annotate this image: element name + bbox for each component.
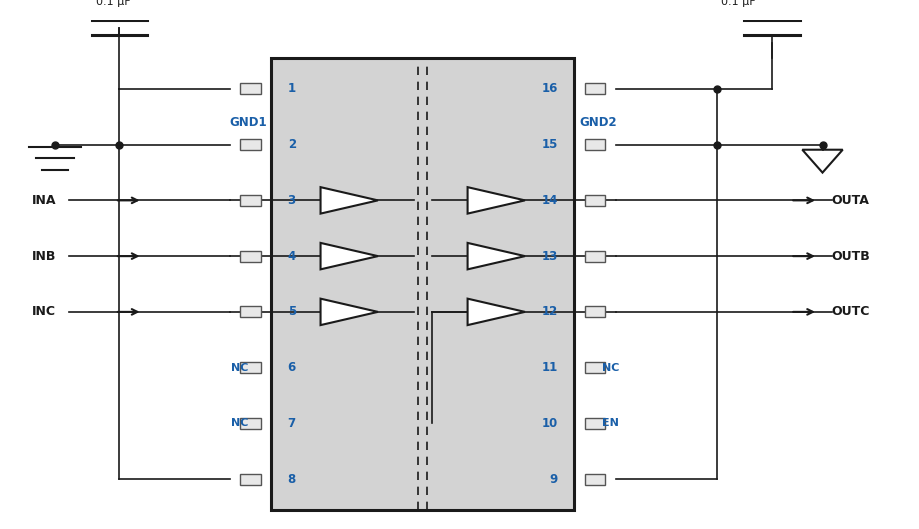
Text: 7: 7 [288,417,296,430]
Text: 10: 10 [541,417,558,430]
Text: 13: 13 [541,250,558,262]
Bar [584,139,605,150]
Polygon shape [468,299,525,325]
Text: GND1: GND1 [229,116,267,130]
Text: OUTC: OUTC [832,305,870,318]
Bar [584,251,605,262]
Text: INB: INB [32,250,57,262]
Text: EN: EN [602,418,618,428]
Polygon shape [321,299,378,325]
Polygon shape [321,243,378,269]
Text: 0.1 μF: 0.1 μF [96,0,131,7]
Bar [240,418,261,429]
Bar [584,83,605,95]
Bar [240,83,261,95]
Text: OUTA: OUTA [832,194,869,207]
Bar [240,139,261,150]
Text: 14: 14 [541,194,558,207]
Text: NC: NC [231,418,248,428]
Polygon shape [468,187,525,214]
Bar [240,362,261,373]
Bar [271,58,574,509]
Text: 5: 5 [288,305,296,318]
Text: 6: 6 [288,361,296,374]
Text: NC: NC [602,363,619,372]
Text: 2: 2 [288,138,296,151]
Text: GND2: GND2 [579,116,617,130]
Text: 16: 16 [541,83,558,95]
Text: 8: 8 [288,472,296,486]
Bar [240,473,261,485]
Text: 12: 12 [541,305,558,318]
Polygon shape [321,187,378,214]
Text: 11: 11 [541,361,558,374]
Text: 3: 3 [288,194,296,207]
Text: INA: INA [32,194,57,207]
Bar [584,473,605,485]
Text: 15: 15 [541,138,558,151]
Bar [584,362,605,373]
Bar [240,195,261,206]
Bar [584,195,605,206]
Bar [240,251,261,262]
Bar [584,418,605,429]
Text: 0.1 μF: 0.1 μF [721,0,756,7]
Polygon shape [468,243,525,269]
Text: 1: 1 [288,83,296,95]
Bar [584,306,605,317]
Text: 4: 4 [288,250,296,262]
Text: 9: 9 [550,472,558,486]
Bar [240,306,261,317]
Text: NC: NC [231,363,248,372]
Text: OUTB: OUTB [832,250,870,262]
Text: INC: INC [32,305,56,318]
